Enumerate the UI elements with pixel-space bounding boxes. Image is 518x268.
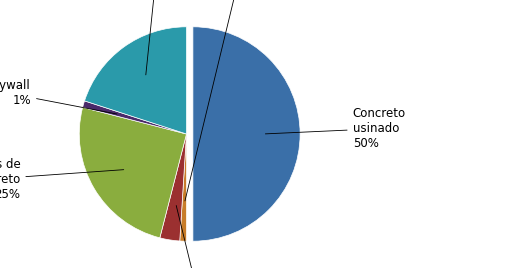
Wedge shape [79, 107, 186, 238]
Wedge shape [193, 27, 300, 241]
Text: Argamassa
20%: Argamassa 20% [124, 0, 190, 75]
Wedge shape [160, 134, 186, 241]
Wedge shape [83, 101, 186, 134]
Text: Concreto
usinado
50%: Concreto usinado 50% [265, 107, 406, 150]
Text: Revestimento
cerâmico
1%: Revestimento cerâmico 1% [185, 0, 283, 201]
Text: Blocos de
concreto
25%: Blocos de concreto 25% [0, 158, 124, 200]
Text: Drywall
1%: Drywall 1% [0, 79, 117, 114]
Wedge shape [84, 27, 186, 134]
Wedge shape [180, 134, 186, 241]
Text: Aço
3%: Aço 3% [176, 206, 210, 268]
